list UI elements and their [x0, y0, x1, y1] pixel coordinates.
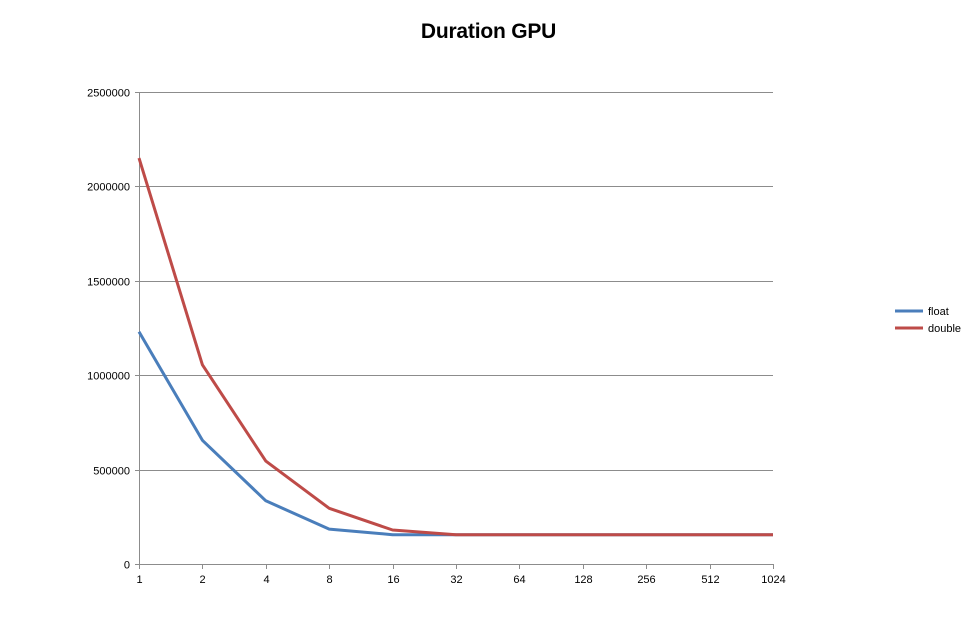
x-tick-label: 256 [637, 574, 655, 586]
y-tick-label: 1500000 [87, 277, 130, 289]
y-tick-label: 0 [124, 560, 130, 572]
axes [135, 92, 774, 569]
x-tick-label: 512 [701, 574, 719, 586]
x-tick-label: 8 [326, 574, 332, 586]
x-tick-label: 32 [450, 574, 462, 586]
x-tick-label: 128 [574, 574, 592, 586]
x-tick-labels: 1 2 4 8 16 32 64 128 256 512 1024 [136, 574, 785, 586]
y-tick-label: 1000000 [87, 371, 130, 383]
x-tick-label: 4 [263, 574, 269, 586]
y-tick-labels: 0 500000 1000000 1500000 2000000 2500000 [87, 88, 130, 572]
y-tick-label: 2500000 [87, 88, 130, 100]
legend-label-float: float [928, 306, 949, 318]
x-tick-label: 16 [387, 574, 399, 586]
x-tick-label: 1 [136, 574, 142, 586]
legend-label-double: double [928, 323, 961, 335]
legend: float double [895, 306, 961, 335]
series-line-double [137, 157, 773, 537]
x-tick-label: 1024 [761, 574, 785, 586]
x-tick-label: 2 [199, 574, 205, 586]
series-line-float [137, 331, 773, 537]
series-lines [137, 157, 773, 537]
gridlines [139, 92, 773, 471]
chart-title: Duration GPU [420, 20, 557, 43]
x-tick-label: 64 [513, 574, 525, 586]
y-tick-label: 2000000 [87, 182, 130, 194]
y-tick-label: 500000 [93, 466, 130, 478]
